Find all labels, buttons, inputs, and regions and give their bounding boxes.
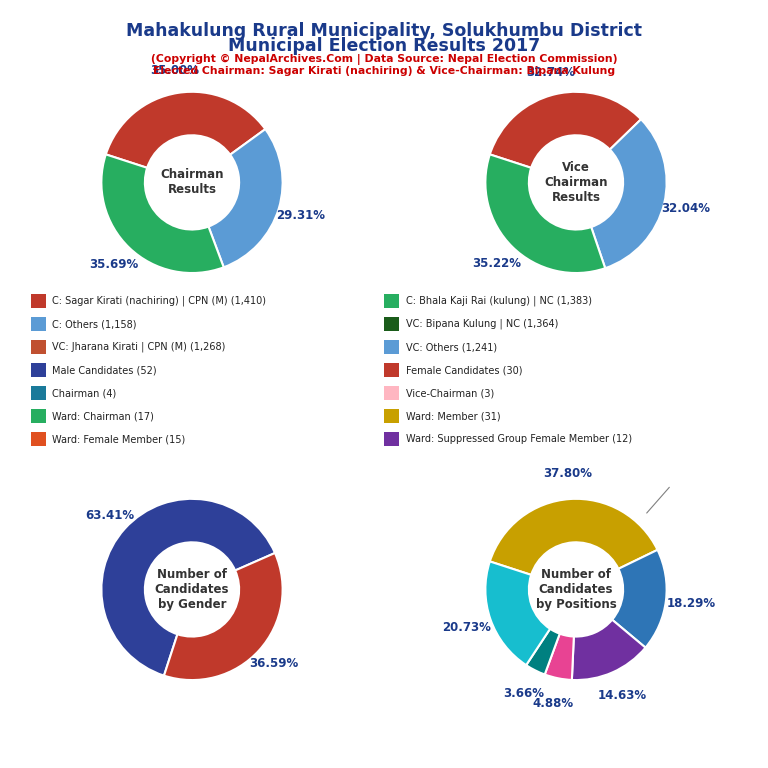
Text: 14.63%: 14.63% bbox=[598, 689, 647, 702]
Text: C: Sagar Kirati (nachiring) | CPN (M) (1,410): C: Sagar Kirati (nachiring) | CPN (M) (1… bbox=[52, 296, 266, 306]
Text: 3.66%: 3.66% bbox=[503, 687, 545, 700]
Text: Ward: Chairman (17): Ward: Chairman (17) bbox=[52, 411, 154, 422]
Text: VC: Others (1,241): VC: Others (1,241) bbox=[406, 342, 497, 353]
Wedge shape bbox=[490, 92, 641, 168]
Wedge shape bbox=[106, 92, 265, 168]
Wedge shape bbox=[526, 629, 560, 674]
Text: 35.22%: 35.22% bbox=[472, 257, 521, 270]
Text: 35.69%: 35.69% bbox=[89, 258, 138, 270]
Wedge shape bbox=[572, 620, 645, 680]
Text: 20.73%: 20.73% bbox=[442, 621, 491, 634]
Text: Female Candidates (30): Female Candidates (30) bbox=[406, 365, 522, 376]
Wedge shape bbox=[485, 561, 550, 665]
Text: Municipal Election Results 2017: Municipal Election Results 2017 bbox=[228, 37, 540, 55]
Text: C: Others (1,158): C: Others (1,158) bbox=[52, 319, 137, 329]
Text: VC: Bipana Kulung | NC (1,364): VC: Bipana Kulung | NC (1,364) bbox=[406, 319, 558, 329]
Text: VC: Jharana Kirati | CPN (M) (1,268): VC: Jharana Kirati | CPN (M) (1,268) bbox=[52, 342, 226, 353]
Wedge shape bbox=[101, 499, 275, 676]
Text: 4.88%: 4.88% bbox=[532, 697, 574, 710]
Text: Vice
Chairman
Results: Vice Chairman Results bbox=[545, 161, 607, 204]
Wedge shape bbox=[208, 129, 283, 267]
Text: Male Candidates (52): Male Candidates (52) bbox=[52, 365, 157, 376]
Text: Ward: Suppressed Group Female Member (12): Ward: Suppressed Group Female Member (12… bbox=[406, 434, 631, 445]
Text: 29.31%: 29.31% bbox=[276, 209, 325, 221]
Text: Number of
Candidates
by Positions: Number of Candidates by Positions bbox=[535, 568, 617, 611]
Wedge shape bbox=[490, 499, 657, 575]
Text: (Copyright © NepalArchives.Com | Data Source: Nepal Election Commission): (Copyright © NepalArchives.Com | Data So… bbox=[151, 54, 617, 65]
Text: Ward: Member (31): Ward: Member (31) bbox=[406, 411, 500, 422]
Text: 37.80%: 37.80% bbox=[544, 467, 592, 480]
Text: Elected Chairman: Sagar Kirati (nachiring) & Vice-Chairman: Bipana Kulung: Elected Chairman: Sagar Kirati (nachirin… bbox=[153, 66, 615, 76]
Text: Chairman
Results: Chairman Results bbox=[161, 168, 223, 197]
Text: 32.74%: 32.74% bbox=[526, 65, 575, 78]
Wedge shape bbox=[164, 553, 283, 680]
Text: 63.41%: 63.41% bbox=[85, 508, 134, 521]
Text: Mahakulung Rural Municipality, Solukhumbu District: Mahakulung Rural Municipality, Solukhumb… bbox=[126, 22, 642, 39]
Wedge shape bbox=[612, 550, 667, 647]
Text: 18.29%: 18.29% bbox=[667, 597, 716, 610]
Text: 35.00%: 35.00% bbox=[150, 64, 199, 77]
Text: Chairman (4): Chairman (4) bbox=[52, 388, 117, 399]
Text: 36.59%: 36.59% bbox=[250, 657, 299, 670]
Text: Vice-Chairman (3): Vice-Chairman (3) bbox=[406, 388, 494, 399]
Text: Number of
Candidates
by Gender: Number of Candidates by Gender bbox=[154, 568, 230, 611]
Wedge shape bbox=[485, 154, 605, 273]
Text: Ward: Female Member (15): Ward: Female Member (15) bbox=[52, 434, 186, 445]
Text: C: Bhala Kaji Rai (kulung) | NC (1,383): C: Bhala Kaji Rai (kulung) | NC (1,383) bbox=[406, 296, 591, 306]
Text: 32.04%: 32.04% bbox=[662, 203, 710, 215]
Wedge shape bbox=[545, 634, 574, 680]
Wedge shape bbox=[101, 154, 223, 273]
Wedge shape bbox=[591, 119, 667, 268]
